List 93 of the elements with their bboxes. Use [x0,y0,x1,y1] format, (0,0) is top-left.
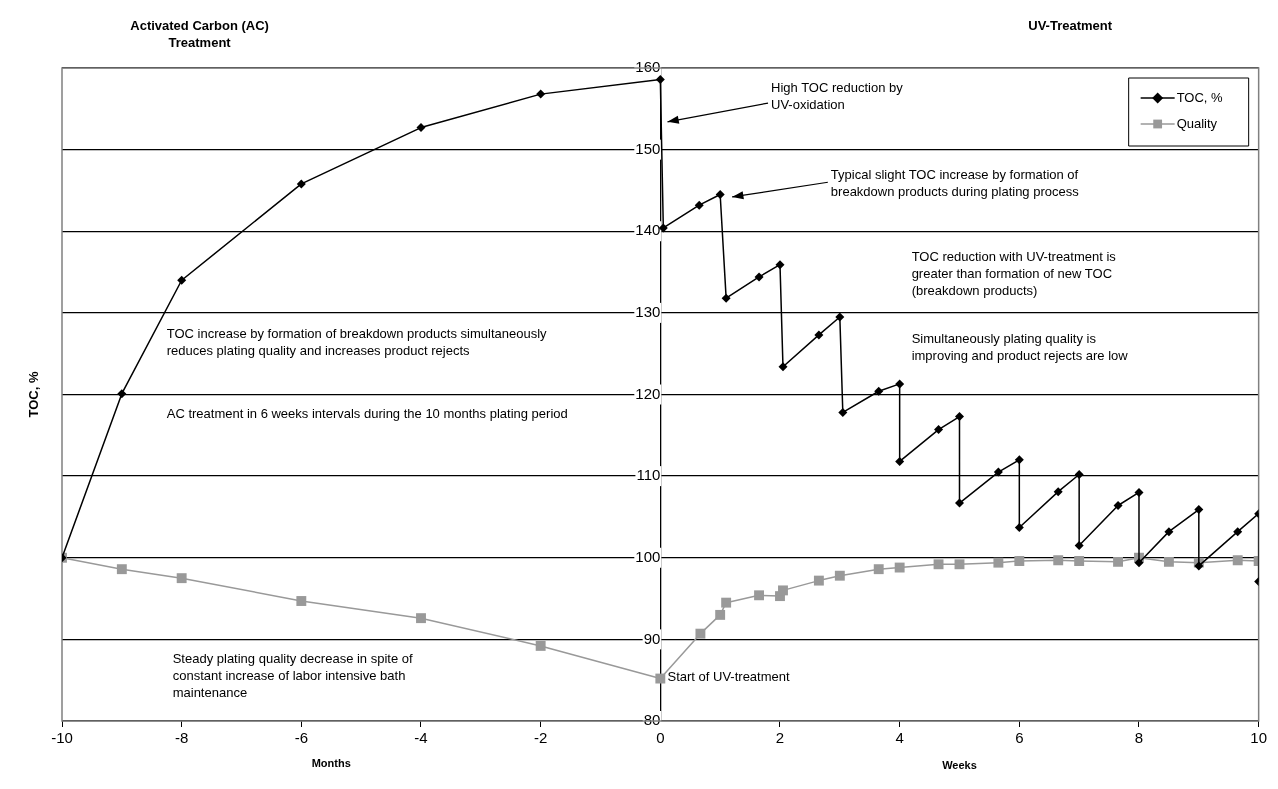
point [874,386,884,396]
point [1164,527,1174,537]
point [954,412,964,422]
x-tick-label: -8 [174,729,189,747]
point [694,200,704,210]
annotation: TOC increase by formation of breakdown products simultaneously reduces plating quality and increases product rejects [166,325,548,358]
point [1194,505,1204,515]
point [934,425,944,435]
y-tick-label: 120 [635,384,661,402]
point [778,362,788,372]
x-tick-label: 2 [775,729,785,747]
point [778,585,788,596]
y-tick-label: 100 [635,547,661,565]
annotation: AC treatment in 6 weeks intervals during the 10 months plating period [166,406,568,422]
point [1134,558,1144,568]
x-tick-label: -4 [414,729,428,747]
point [775,260,785,270]
point [954,559,965,570]
annotation: TOC reduction with UV-treatment is greater than formation of new TOC (breakdown products) [911,248,1117,298]
point [1014,556,1025,566]
point [1233,527,1243,537]
point [754,590,764,601]
text: Months [311,756,351,769]
y-tick-label: 160 [635,58,661,76]
text: UV-Treatment [1028,18,1113,34]
text: Weeks [942,758,977,771]
annotation: Typical slight TOC increase by formation of breakdown products during plating process [830,167,1080,200]
point [834,570,845,581]
y-tick-label: 130 [635,303,661,321]
text: Activated Carbon (AC) Treatment [130,18,269,51]
point [176,573,187,584]
point [695,628,706,639]
y-tick-label: 80 [643,711,661,729]
point [993,467,1003,477]
point [1194,561,1204,571]
x-tick-label: -6 [294,729,308,747]
point [655,74,665,84]
x-tick-label: 6 [1015,729,1024,747]
point [838,407,848,417]
point [1113,556,1123,567]
point [715,609,726,620]
point [993,557,1004,568]
point [535,640,546,651]
annotation: High TOC reduction by UV-oxidation [771,79,904,112]
point [177,275,187,285]
point [416,123,426,133]
point [1014,455,1024,465]
x-tick-label: -2 [533,729,548,747]
x-tick-label: 8 [1134,729,1144,747]
point [1163,556,1174,567]
point [1134,487,1144,497]
point [1113,501,1123,511]
point [655,673,666,684]
point [1074,556,1085,566]
point [117,389,127,399]
point [813,575,824,586]
point [835,312,845,322]
y-tick-label: 110 [636,466,661,484]
point [416,613,426,624]
point [536,89,546,99]
point [296,596,307,606]
point [1053,487,1063,497]
annotation: Simultaneously plating quality is improving and product rejects are low [911,330,1129,363]
annotation: Start of UV-treatment [667,668,790,684]
y-tick-label: 140 [635,221,661,239]
point [873,564,884,575]
x-tick-label: 10 [1250,729,1267,747]
point [895,456,905,466]
annotation: Steady plating quality decrease in spite of constant increase of labor intensive bath maintenance [172,651,414,701]
point [954,498,964,508]
point [754,272,764,282]
point [895,379,905,389]
point [1074,469,1084,479]
y-axis-title: TOC, % [25,371,41,418]
point [721,293,731,303]
point [715,190,725,200]
y-tick-label: 150 [635,139,661,157]
point [1074,541,1084,551]
x-tick-label: -10 [51,729,73,747]
point [296,179,306,189]
point [1014,523,1024,533]
legend-label: Quality [1176,115,1218,131]
point [721,597,732,608]
y-tick-label: 90 [643,629,661,647]
point [116,564,127,575]
point [1053,555,1064,566]
point [894,562,905,573]
point [1232,555,1243,566]
x-tick-label: 0 [656,729,665,747]
point [933,559,944,570]
point [814,330,824,340]
legend-label: TOC, % [1176,89,1224,105]
x-tick-label: 4 [895,729,904,747]
